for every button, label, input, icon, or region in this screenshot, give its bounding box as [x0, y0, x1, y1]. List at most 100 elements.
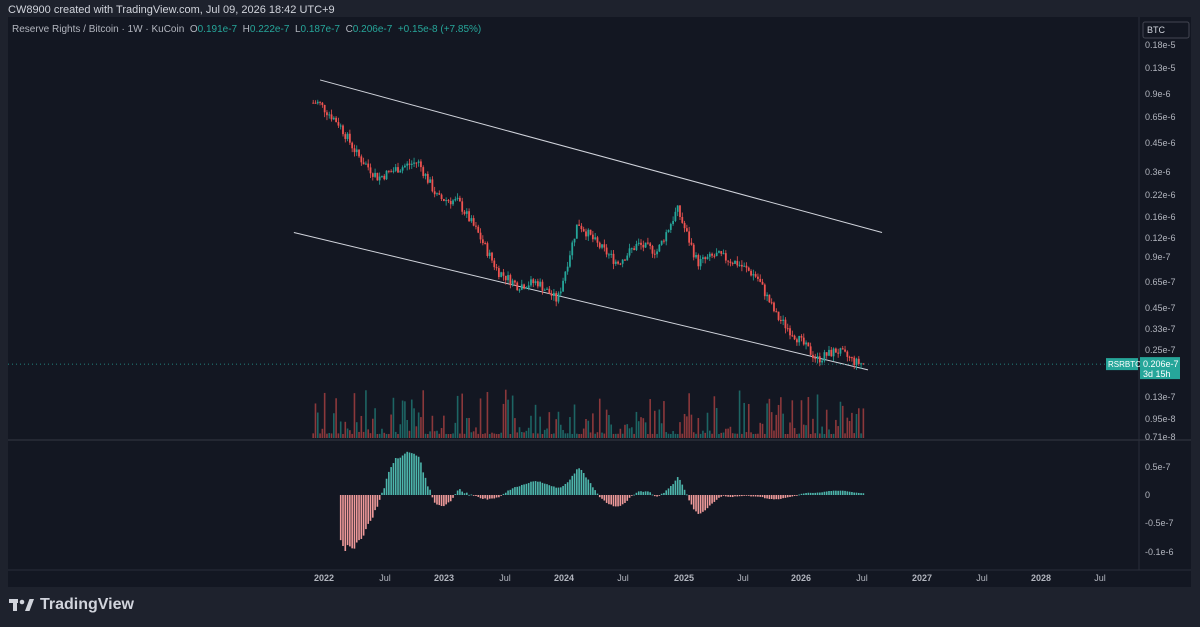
candle-body: [658, 244, 661, 252]
currency-box[interactable]: [1142, 21, 1190, 39]
osc-bar: [564, 483, 567, 495]
osc-bar: [486, 495, 489, 500]
osc-bar: [507, 490, 509, 495]
candle-body: [417, 161, 420, 163]
osc-bar: [463, 493, 466, 495]
osc-bar: [750, 495, 752, 497]
volume-bar: [786, 433, 789, 438]
volume-bar: [479, 398, 482, 438]
volume-bar: [493, 433, 496, 438]
candle-body: [497, 268, 500, 277]
osc-bar: [530, 481, 532, 495]
candle-body: [805, 342, 807, 345]
tradingview-logo: TradingView: [9, 596, 134, 614]
volume-bar: [635, 411, 638, 438]
osc-bar: [676, 477, 679, 495]
candle-body: [612, 253, 615, 264]
volume-bar: [667, 433, 670, 438]
volume-bar: [713, 396, 716, 438]
volume-bar: [770, 412, 773, 438]
volume-bar: [571, 433, 574, 438]
candle-body: [624, 259, 626, 261]
candle-body: [461, 201, 464, 212]
candle-body: [520, 284, 523, 290]
osc-bar: [383, 488, 386, 495]
volume-bar: [791, 400, 794, 438]
volume-bar: [339, 421, 342, 438]
volume-bar: [837, 426, 839, 438]
osc-bar: [371, 495, 374, 518]
osc-bar: [825, 491, 828, 495]
volume-bar: [523, 432, 525, 438]
volume-bar: [521, 432, 523, 438]
volume-bar: [498, 434, 500, 438]
volume-bar: [511, 395, 514, 438]
osc-bar: [780, 495, 782, 499]
candle-body: [452, 200, 454, 205]
osc-bar: [353, 495, 356, 549]
volume-bar: [720, 432, 723, 438]
osc-bar: [628, 495, 631, 498]
candle-body: [809, 346, 812, 355]
time-tick-label: 2025: [674, 573, 694, 583]
volume-bar: [752, 433, 755, 438]
candle-body: [754, 274, 757, 277]
volume-bar: [582, 428, 585, 438]
candle-body: [635, 243, 638, 251]
candle-body: [761, 281, 764, 285]
volume-bar: [727, 428, 729, 438]
volume-bar: [394, 431, 397, 438]
volume-bar: [562, 429, 564, 438]
candle-body: [784, 319, 787, 329]
candle-body: [759, 278, 762, 282]
candle-body: [440, 194, 443, 200]
volume-bar: [614, 433, 617, 438]
channel-upper-line[interactable]: [319, 79, 883, 233]
candle-body: [642, 244, 645, 248]
osc-bar: [452, 495, 454, 498]
osc-bar: [374, 495, 376, 511]
osc-bar: [559, 487, 562, 495]
price-tick-label: 0.45e-7: [1145, 303, 1176, 313]
candle-body: [697, 254, 700, 267]
channel-lower-line[interactable]: [293, 232, 869, 371]
osc-bar: [752, 495, 755, 497]
volume-bar: [692, 432, 695, 438]
osc-bar: [514, 487, 516, 495]
volume-bar: [422, 390, 425, 438]
candle-body: [534, 281, 537, 284]
time-tick-label: 2022: [314, 573, 334, 583]
candle-body: [353, 148, 356, 153]
osc-bar: [731, 495, 734, 498]
osc-bar: [663, 492, 665, 495]
candle-body: [591, 234, 594, 240]
candle-body: [367, 163, 370, 168]
candle-body: [335, 117, 338, 123]
volume-bar: [731, 433, 734, 438]
volume-bar: [862, 408, 865, 438]
osc-bar: [596, 493, 599, 495]
volume-bar: [507, 399, 509, 438]
candle-body: [415, 162, 418, 164]
candle-body: [672, 220, 675, 225]
osc-tick-label: 0.5e-7: [1145, 462, 1171, 472]
volume-bar: [541, 433, 544, 438]
price-tick-label: 0.33e-7: [1145, 324, 1176, 334]
osc-bar: [385, 478, 388, 495]
volume-bar: [690, 414, 693, 438]
candle-body: [346, 133, 349, 139]
candle-body: [770, 302, 773, 304]
chart-frame[interactable]: [8, 17, 1191, 587]
osc-bar: [640, 491, 642, 495]
candle-body: [718, 251, 720, 253]
volume-bar: [388, 433, 390, 438]
volume-bar: [390, 414, 392, 438]
candle-body: [514, 280, 516, 283]
osc-bar: [660, 493, 663, 495]
osc-bar: [649, 492, 651, 495]
candle-body: [426, 173, 429, 183]
volume-bar: [397, 433, 399, 438]
osc-bar: [605, 495, 608, 503]
candle-body: [562, 280, 564, 292]
